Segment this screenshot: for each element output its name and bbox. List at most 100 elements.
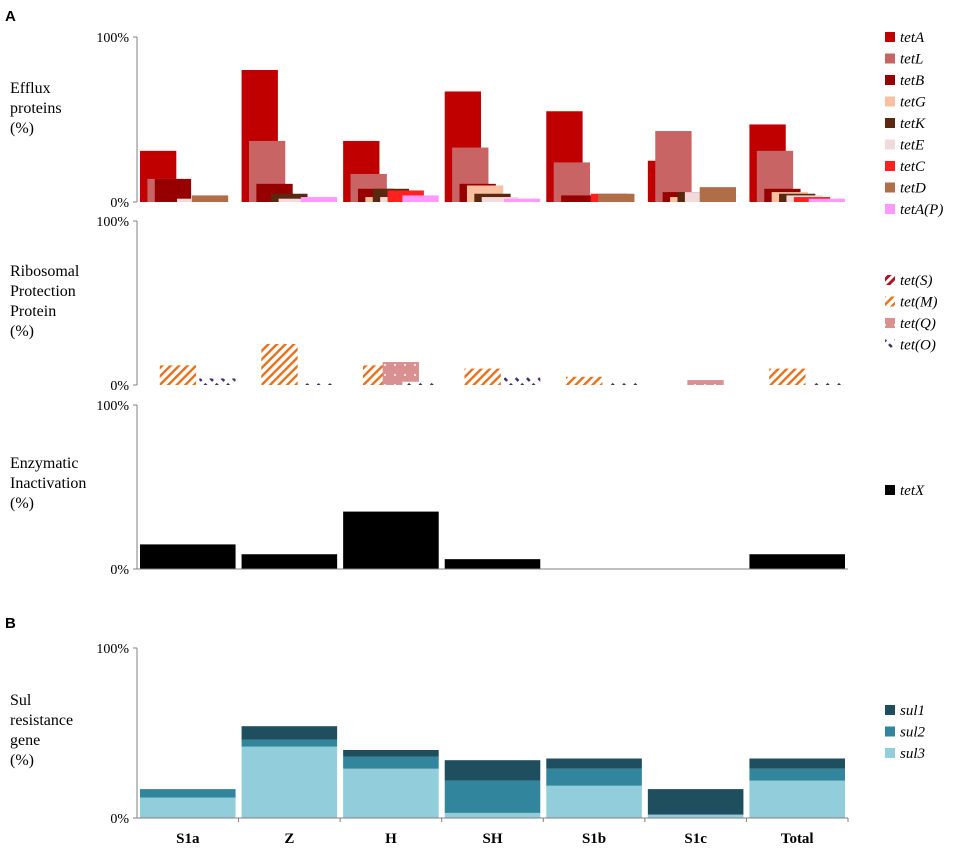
bar-tetO-z — [300, 383, 338, 385]
legend-label-tetS: tet(S) — [900, 273, 932, 289]
panel-a-label: A — [5, 8, 16, 25]
legend-label-tetA: tetA — [900, 30, 925, 46]
bar-tetX-z — [241, 554, 338, 569]
y-tick-label: 0% — [110, 812, 129, 827]
bar-tetO-sh — [503, 376, 541, 385]
bar-tetL-s1c — [655, 131, 692, 202]
y-tick-label: 100% — [96, 215, 129, 230]
chart-efflux: 0% 100% Efflux proteins (%) tetA tetL tetB tetG t… — [10, 30, 943, 218]
y-axis-label-line: (%) — [10, 120, 34, 137]
legend-swatch-tetL — [885, 53, 895, 64]
bar-tetD-s1b — [598, 193, 635, 202]
legend-swatch-tetG — [885, 96, 895, 107]
y-tick-label: 0% — [110, 196, 129, 211]
legend-swatch-tetB — [885, 75, 895, 85]
plots-layer: 0% 100% Efflux proteins (%) tetA tetL tetB tetG t… — [10, 30, 943, 847]
category-group-total — [769, 368, 845, 385]
y-tick-label: 0% — [110, 563, 129, 578]
category-group-s1c — [647, 789, 744, 818]
legend-swatch-tetAP — [885, 204, 895, 214]
legend-swatch-tetX — [885, 485, 895, 495]
bar-sul2-s1a — [140, 789, 236, 798]
bar-sul3-sh — [444, 812, 541, 818]
category-group-s1a — [140, 150, 229, 202]
category-group-z — [241, 726, 338, 818]
bar-sul2-total — [749, 768, 845, 781]
bar-tetAP-sh — [503, 198, 541, 202]
bar-tetO-s1b — [605, 381, 642, 385]
legend-swatch-tetC — [885, 161, 895, 171]
legend-label-tetAP: tetA(P) — [900, 202, 943, 218]
category-group-z — [261, 344, 338, 385]
y-tick-label: 100% — [96, 642, 129, 657]
x-tick-label-z: Z — [284, 831, 294, 847]
y-axis-label-line: Enzymatic — [10, 455, 78, 472]
y-axis-label-line: proteins — [10, 100, 62, 117]
bar-sul1-s1b — [546, 758, 642, 769]
y-axis-label-line: (%) — [10, 323, 34, 340]
bar-sul2-sh — [444, 780, 541, 813]
category-group-z — [241, 70, 338, 202]
bar-tetQ-s1c — [687, 380, 724, 385]
y-axis-label-line: Protein — [10, 303, 56, 320]
legend-label-tetM: tet(M) — [900, 295, 937, 311]
bar-sul2-s1b — [546, 768, 642, 786]
panel-b-label: B — [5, 615, 16, 632]
x-tick-label-s1c: S1c — [684, 831, 707, 847]
y-axis-label-line: gene — [10, 732, 40, 749]
category-group-s1b — [546, 111, 635, 202]
bar-tetM-s1a — [159, 365, 197, 385]
legend-label-sul2: sul2 — [900, 725, 926, 741]
bar-tetAP-total — [808, 198, 845, 202]
category-group-s1a — [159, 365, 236, 385]
legend-label-tetB: tetB — [900, 73, 924, 89]
legend-swatch-tetA — [885, 32, 895, 42]
legend-label-tetX: tetX — [900, 483, 925, 499]
bar-sul3-s1b — [546, 785, 642, 818]
bar-tetM-total — [769, 368, 806, 385]
chart-sul: 0% 100% Sul resistance gene (%) sul1 sul2 sul3 S1… — [10, 642, 926, 847]
bar-tetE-sh — [481, 197, 519, 202]
category-group-h — [362, 362, 439, 385]
legend-swatch-tetE — [885, 139, 895, 150]
category-group-s1a — [140, 544, 236, 569]
bar-sul2-h — [343, 756, 439, 769]
category-group-total — [749, 758, 845, 818]
category-group-s1b — [566, 376, 642, 385]
legend-label-tetK: tetK — [900, 116, 926, 132]
bar-tetX-total — [749, 554, 845, 569]
bar-tetE-z — [278, 198, 315, 202]
bar-tetB-s1b — [561, 195, 598, 202]
category-group-s1c — [647, 131, 737, 202]
bar-sul3-h — [343, 768, 439, 818]
category-group-h — [343, 750, 439, 818]
legend-label-tetL: tetL — [900, 52, 923, 68]
bar-tetAP-h — [402, 195, 439, 202]
bar-sul1-sh — [444, 760, 541, 781]
bar-tetO-s1a — [199, 378, 236, 385]
bar-sul3-s1a — [140, 797, 236, 818]
y-axis-label-line: Protection — [10, 283, 76, 300]
bar-sul3-s1c — [647, 814, 744, 818]
category-group-h — [343, 511, 439, 569]
category-group-sh — [464, 368, 541, 385]
x-tick-label-sh: SH — [482, 831, 502, 847]
legend-swatch-tetM — [885, 296, 895, 307]
bar-tetAP-z — [300, 197, 338, 202]
legend-label-tetQ: tet(Q) — [900, 316, 936, 332]
legend-label-tetD: tetD — [900, 181, 926, 197]
legend-label-tetC: tetC — [900, 159, 926, 175]
y-axis-label-line: (%) — [10, 752, 34, 769]
bar-tetQ-h — [382, 362, 419, 385]
x-tick-label-h: H — [385, 831, 397, 847]
legend-swatch-tetD — [885, 182, 895, 193]
legend-label-tetE: tetE — [900, 138, 924, 154]
x-tick-label-s1b: S1b — [582, 831, 606, 847]
bar-tetB-s1a — [154, 178, 192, 202]
category-group-total — [749, 554, 845, 569]
bar-tetM-sh — [464, 368, 501, 385]
bar-tetD-s1c — [699, 187, 737, 202]
legend-label-tetG: tetG — [900, 95, 926, 111]
bar-tetK-z — [271, 193, 308, 202]
